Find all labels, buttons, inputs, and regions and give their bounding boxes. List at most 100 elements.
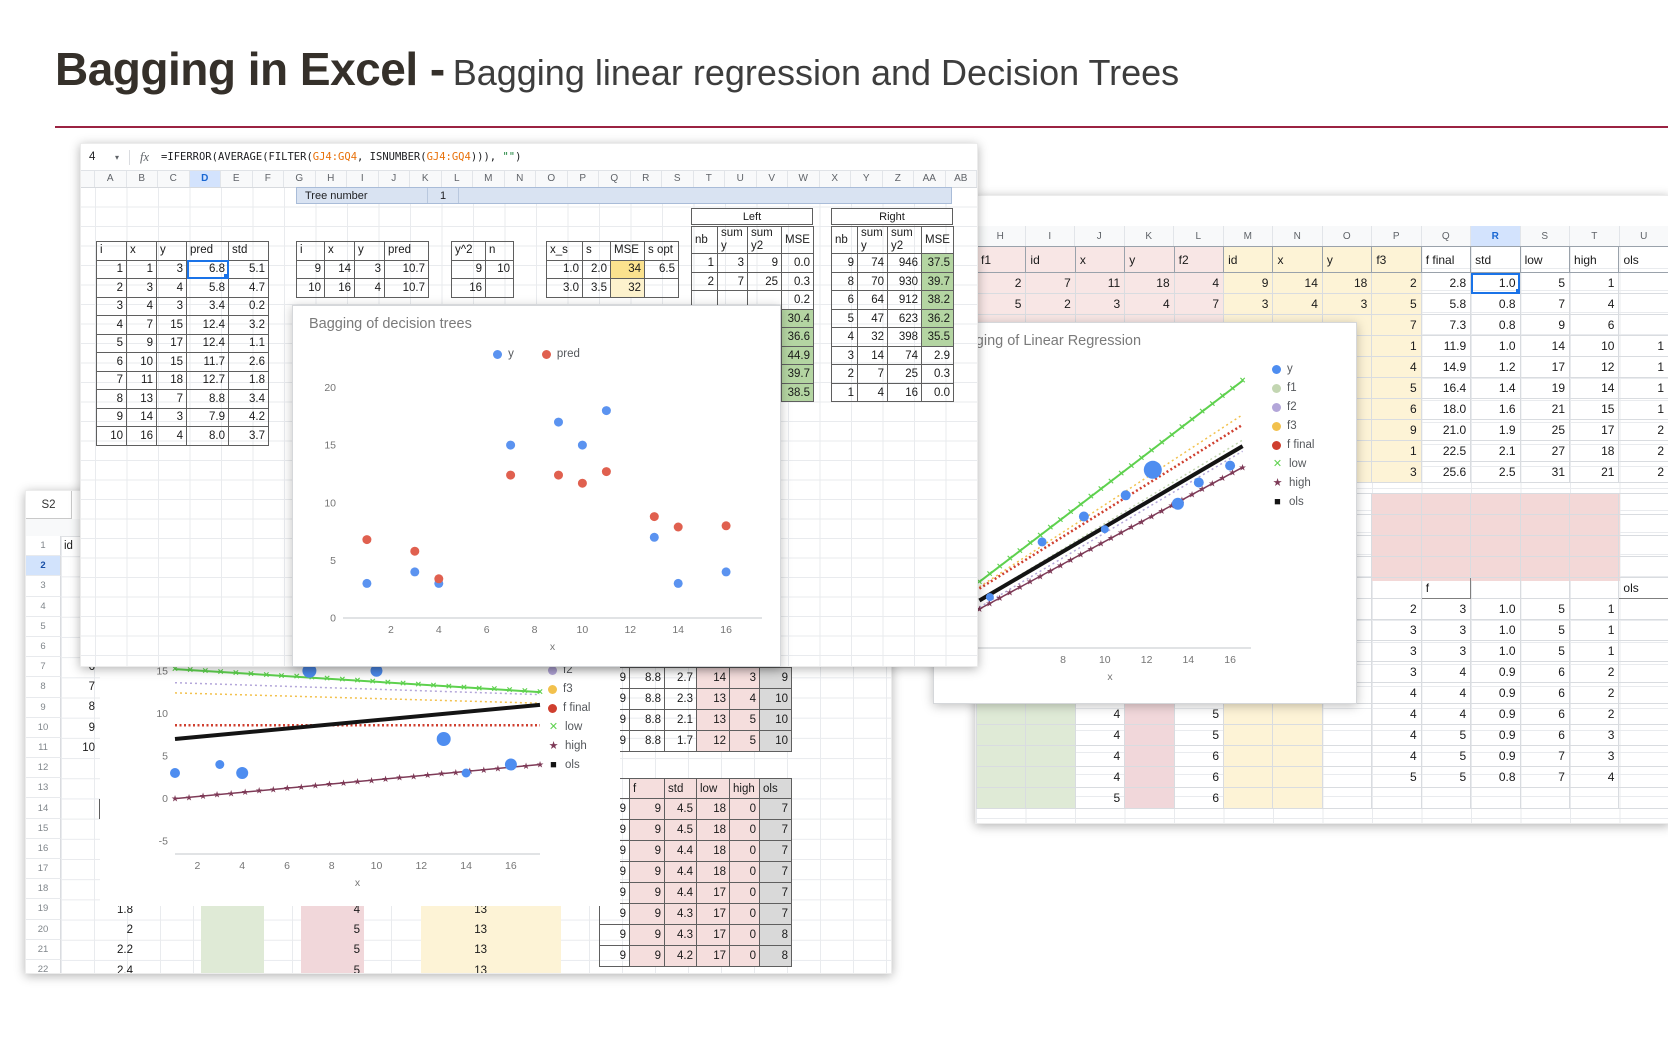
cell[interactable]: 1.8 [228,370,269,390]
cell[interactable]: 1 [1568,619,1620,641]
cell[interactable]: 38.5 [781,382,814,403]
column-header[interactable]: U [1620,226,1668,246]
cell[interactable]: 12 [696,730,730,752]
cell[interactable] [1568,787,1620,809]
column-header[interactable]: J [379,170,410,187]
header-cell[interactable]: MSE [781,225,814,255]
cell[interactable]: 9 [629,945,665,967]
cell[interactable]: 17 [1569,419,1620,441]
header-cell[interactable]: y [1321,246,1373,273]
cell[interactable] [1470,577,1521,599]
cell[interactable] [1470,493,1521,515]
cell[interactable]: 1 [1618,356,1668,378]
cell[interactable]: 2.7 [664,667,697,689]
cell[interactable]: 18 [1321,272,1373,294]
cell[interactable] [1321,703,1373,725]
cell[interactable]: 4 [857,382,888,403]
cell[interactable] [1321,766,1373,788]
header-cell[interactable]: std [228,241,269,261]
column-header[interactable]: T [1570,226,1620,246]
cell[interactable]: 4 [1420,661,1472,683]
cell[interactable]: 35.5 [921,327,954,347]
column-header[interactable]: Y [851,170,883,187]
cell[interactable]: 32 [857,327,888,347]
header-cell[interactable]: sum y [717,225,748,255]
cell[interactable]: 14 [696,667,730,689]
cell[interactable]: 4 [1568,766,1620,788]
cell[interactable]: 34 [610,259,645,279]
cell[interactable]: 3 [1321,293,1373,315]
cell[interactable]: 0.9 [1470,661,1521,683]
header-cell[interactable]: pred [384,241,429,261]
cell[interactable]: 8 [96,389,127,409]
cell[interactable]: 5 [1420,745,1472,767]
cell[interactable]: 8.8 [629,667,665,689]
cell[interactable]: 10 [1569,335,1620,357]
cell[interactable]: 3 [1371,661,1422,683]
cell[interactable]: 5 [976,293,1027,315]
cell[interactable]: 5 [96,333,127,353]
name-box[interactable]: 4 [89,151,96,163]
cell[interactable]: 0 [729,861,760,883]
cell[interactable]: 4.7 [228,278,269,298]
cell[interactable]: 3.7 [228,426,269,446]
cell[interactable] [1618,598,1668,620]
cell[interactable] [1223,724,1274,746]
header-cell[interactable]: std [664,778,697,799]
cell[interactable]: 7 [1173,293,1225,315]
cell[interactable]: 1.1 [228,333,269,353]
cell[interactable] [1223,703,1274,725]
cell[interactable]: f [1420,577,1472,599]
header-cell[interactable]: nb [831,225,858,255]
cell[interactable]: 4 [1074,745,1126,767]
cell[interactable]: 3 [1568,745,1620,767]
cell[interactable]: 1 [126,259,157,279]
header-cell[interactable]: sum y2 [887,225,922,255]
column-header[interactable]: I [347,170,379,187]
cell[interactable]: 9 [747,253,782,273]
cell[interactable]: 11.9 [1420,335,1472,357]
column-header[interactable]: N [1273,226,1323,246]
cell[interactable]: 9 [629,861,665,883]
cell[interactable]: 13 [696,688,730,710]
column-header[interactable]: F [253,170,284,187]
column-header[interactable]: X [820,170,851,187]
cell[interactable] [1124,787,1175,809]
cell[interactable]: 32 [610,278,645,298]
cell[interactable] [1124,745,1175,767]
row-number[interactable]: 15 [26,818,61,839]
cell[interactable]: 3 [1568,724,1620,746]
cell[interactable]: 39.7 [781,364,814,384]
cell[interactable]: 623 [887,308,922,329]
cell[interactable]: 13 [474,964,487,974]
cell[interactable]: 17 [696,882,730,904]
header-cell[interactable]: sum y [857,225,888,255]
cell[interactable]: 8.8 [629,709,665,731]
cell[interactable]: 21.0 [1420,419,1472,441]
cell[interactable]: 4.2 [664,945,697,967]
cell[interactable] [1519,577,1570,599]
cell[interactable] [1618,703,1668,725]
cell[interactable]: 16 [324,278,355,298]
cell[interactable]: 3 [126,278,157,298]
cell[interactable]: 17 [156,333,187,353]
cell[interactable]: 1 [1618,377,1668,399]
cell[interactable]: 1 [1618,335,1668,357]
cell[interactable]: 21 [1569,461,1620,483]
cell[interactable]: 36.2 [921,308,954,329]
header-cell[interactable]: s opt [644,241,679,261]
cell[interactable]: 25.6 [1420,461,1472,483]
decision-trees-chart-panel[interactable]: 2 4 6 8 10 12 14 16 0 5 10 15 20 x Bagging of decisio… [292,305,781,667]
legend-item[interactable]: ✕ low [548,721,591,733]
cell[interactable]: 5 [353,924,360,937]
cell[interactable]: 44.9 [781,345,814,366]
cell[interactable]: 1.2 [1470,356,1521,378]
cell[interactable]: 4 [156,426,187,446]
cell[interactable] [1321,745,1373,767]
cell[interactable]: 2 [1025,293,1076,315]
cell[interactable]: 15 [156,315,187,335]
cell[interactable]: 4.3 [664,903,697,925]
cell[interactable]: 398 [887,327,922,347]
cell[interactable]: 18 [696,798,730,820]
legend-item[interactable]: f3 [548,683,591,695]
